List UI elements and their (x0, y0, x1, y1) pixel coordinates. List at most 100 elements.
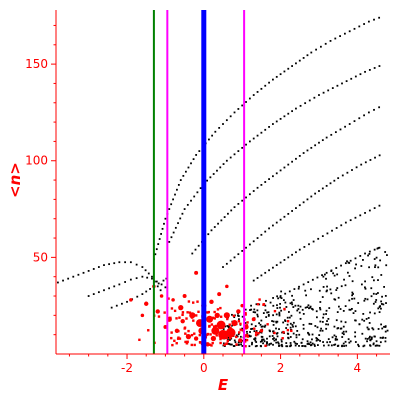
black-point (322, 313, 325, 316)
black-point (378, 311, 381, 314)
black-point (272, 314, 275, 317)
black-point (287, 163, 290, 166)
black-point (367, 317, 370, 319)
black-point (296, 330, 299, 332)
red-point (290, 329, 293, 333)
black-point (343, 278, 345, 281)
black-point (375, 299, 378, 301)
black-point (377, 292, 379, 294)
black-point (384, 251, 387, 253)
black-point (317, 237, 320, 240)
red-point (239, 322, 242, 326)
black-point (378, 106, 381, 109)
black-point (253, 338, 256, 341)
black-point (289, 322, 292, 325)
black-point (118, 261, 121, 264)
black-point (379, 341, 382, 344)
black-point (283, 215, 286, 218)
black-point (240, 343, 242, 346)
black-point (275, 75, 278, 78)
black-point (327, 338, 330, 341)
black-point (264, 271, 267, 274)
black-point (272, 320, 275, 323)
black-point (177, 222, 179, 225)
black-point (275, 264, 278, 267)
black-point (383, 286, 385, 288)
black-point (267, 311, 270, 314)
black-point (369, 335, 371, 338)
black-point (336, 345, 339, 347)
black-point (289, 342, 292, 344)
black-point (349, 219, 352, 222)
black-point (364, 161, 367, 164)
black-point (376, 247, 379, 250)
black-point (336, 327, 339, 330)
black-point (355, 166, 358, 169)
red-point (257, 332, 260, 335)
black-point (264, 181, 267, 183)
black-point (373, 312, 376, 315)
black-point (170, 236, 173, 239)
black-point (270, 342, 273, 345)
black-point (241, 199, 244, 202)
black-point (359, 73, 362, 76)
red-point (163, 311, 166, 314)
black-point (293, 340, 296, 343)
black-point (312, 240, 315, 243)
black-point (250, 304, 252, 307)
red-point (219, 341, 222, 345)
black-point (288, 316, 291, 319)
black-point (353, 120, 356, 123)
black-point (57, 281, 59, 284)
red-point (171, 343, 174, 347)
black-point (273, 337, 275, 340)
black-point (301, 308, 304, 311)
black-point (382, 303, 385, 306)
black-point (103, 264, 105, 267)
black-point (256, 333, 259, 336)
black-point (279, 261, 282, 264)
black-point (254, 311, 257, 314)
black-point (160, 233, 162, 235)
black-point (380, 323, 383, 326)
black-point (199, 187, 202, 190)
black-point (304, 102, 307, 105)
black-point (193, 195, 196, 198)
black-point (360, 265, 363, 267)
black-point (318, 190, 320, 192)
red-point (173, 309, 177, 313)
black-point (351, 297, 353, 300)
black-point (342, 330, 345, 333)
black-point (327, 323, 330, 326)
red-point (186, 334, 189, 337)
black-point (373, 67, 376, 69)
black-point (195, 154, 198, 156)
black-point (326, 341, 329, 344)
black-point (151, 277, 153, 280)
black-point (190, 199, 192, 202)
black-point (384, 294, 387, 297)
black-point (331, 87, 334, 89)
black-point (287, 336, 289, 339)
black-point (319, 339, 321, 342)
red-point (177, 329, 180, 333)
red-point (213, 317, 216, 320)
red-point (219, 337, 222, 341)
black-point (345, 330, 348, 333)
black-point (353, 297, 356, 300)
black-point (324, 42, 327, 45)
black-point (210, 229, 213, 232)
black-point (161, 227, 164, 230)
black-point (329, 288, 332, 291)
black-point (289, 302, 292, 305)
black-point (293, 288, 296, 290)
black-point (181, 212, 184, 215)
black-point (279, 306, 281, 309)
black-point (354, 216, 357, 219)
black-point (241, 315, 244, 318)
black-point (373, 207, 376, 209)
black-point (147, 272, 150, 275)
black-point (329, 341, 331, 343)
black-point (135, 263, 138, 266)
black-point (354, 267, 357, 270)
